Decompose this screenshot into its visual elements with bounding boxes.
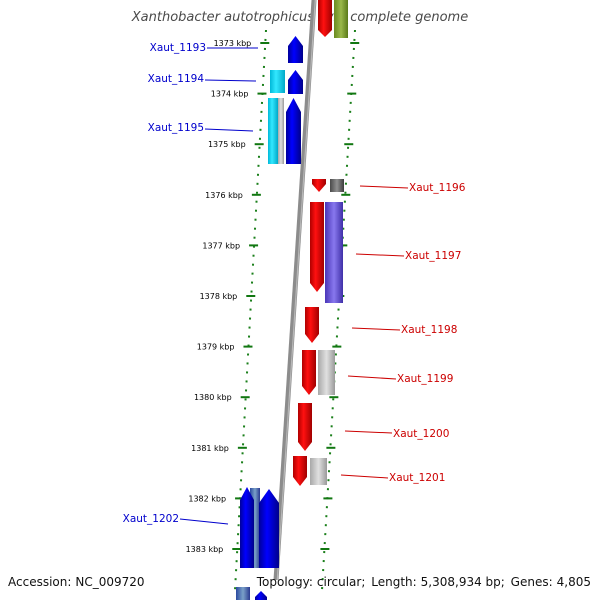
gene-xaut-1197 [310, 202, 324, 292]
gene-xaut-1193 [288, 36, 303, 63]
gene-xaut-1202 [259, 489, 279, 568]
ruler-tick-label: 1379 kbp [197, 343, 235, 352]
gene-xaut-1195 [286, 98, 301, 164]
accession-label: Accession: [8, 575, 72, 589]
gene-xaut-1196-companion [330, 179, 344, 192]
accession-value: NC_009720 [75, 575, 145, 589]
genome-backbone-highlight [276, 0, 316, 581]
gene-label-xaut-1198: Xaut_1198 [401, 324, 457, 336]
gene-xaut-1200 [298, 403, 312, 451]
forward-leader-lines [179, 47, 258, 525]
gene-label-xaut-1201: Xaut_1201 [389, 472, 445, 484]
gene-xaut-1195-cyan [268, 98, 278, 164]
gene-xaut-1197-companion [325, 202, 343, 303]
gene-label-xaut-1197: Xaut_1197 [405, 250, 461, 262]
gene-label-xaut-1194: Xaut_1194 [148, 73, 205, 85]
genes-value: 4,805 [556, 575, 591, 589]
ruler-tick-label: 1381 kbp [191, 444, 229, 453]
gene-xaut-1194 [288, 70, 303, 94]
gene-xaut-1194-left [270, 70, 285, 93]
gene-xaut-1201-companion [310, 458, 327, 485]
reverse-gene-labels: Xaut_1196 Xaut_1197 Xaut_1198 Xaut_1199 … [389, 182, 466, 484]
ruler-tick-label: 1376 kbp [205, 191, 243, 200]
accession-info: Accession: NC_009720 [8, 575, 145, 589]
ruler-tick-label: 1377 kbp [202, 241, 240, 250]
ruler-guide-left [234, 29, 267, 591]
ruler-tick-label: 1373 kbp [214, 39, 252, 48]
reverse-leader-lines [340, 185, 409, 479]
gene-partial-bottom-b [255, 591, 267, 600]
genes-label: Genes: [510, 575, 553, 589]
ruler-tick-labels: 1373 kbp 1374 kbp 1375 kbp 1376 kbp 1377 kbp… [186, 39, 252, 554]
length-value: 5,308,934 bp [420, 575, 501, 589]
gene-xaut-1202-left [240, 487, 254, 568]
gene-label-xaut-1193: Xaut_1193 [150, 42, 206, 54]
gene-label-xaut-1200: Xaut_1200 [393, 428, 449, 440]
gene-label-xaut-1196: Xaut_1196 [409, 182, 466, 194]
gene-label-xaut-1195: Xaut_1195 [148, 122, 204, 134]
ruler-tick-label: 1380 kbp [194, 393, 232, 402]
genome-stats: Topology: circular; Length: 5,308,934 bp; … [256, 575, 591, 589]
ruler-tick-label: 1378 kbp [200, 292, 238, 301]
ruler-tick-label: 1374 kbp [211, 90, 249, 99]
gene-xaut-1195-gray [278, 98, 284, 164]
forward-gene-labels: Xaut_1193 Xaut_1194 Xaut_1195 Xaut_1202 [123, 42, 206, 525]
gene-partial-top-red [318, 0, 332, 37]
gene-xaut-1202-steel [250, 488, 260, 568]
ruler-guide-right [321, 29, 356, 591]
ruler-tick-label: 1375 kbp [208, 140, 246, 149]
gene-xaut-1201 [293, 456, 307, 486]
gene-xaut-1199-companion [318, 350, 335, 395]
topology-label: Topology: [256, 575, 313, 589]
gene-label-xaut-1199: Xaut_1199 [397, 373, 453, 385]
ruler-tick-label: 1382 kbp [188, 494, 226, 503]
ruler-tick-label: 1383 kbp [186, 545, 224, 554]
gene-xaut-1199 [302, 350, 316, 395]
gene-partial-top-olive [334, 0, 348, 38]
gene-label-xaut-1202: Xaut_1202 [123, 513, 179, 525]
length-label: Length: [371, 575, 417, 589]
gene-xaut-1196 [312, 179, 326, 192]
gene-xaut-1198 [305, 307, 319, 343]
genome-backbone [273, 0, 317, 581]
map-title: Xanthobacter autotrophicus Py2, complete… [131, 10, 469, 25]
gene-partial-bottom-a [236, 587, 250, 600]
topology-value: circular [316, 575, 362, 589]
